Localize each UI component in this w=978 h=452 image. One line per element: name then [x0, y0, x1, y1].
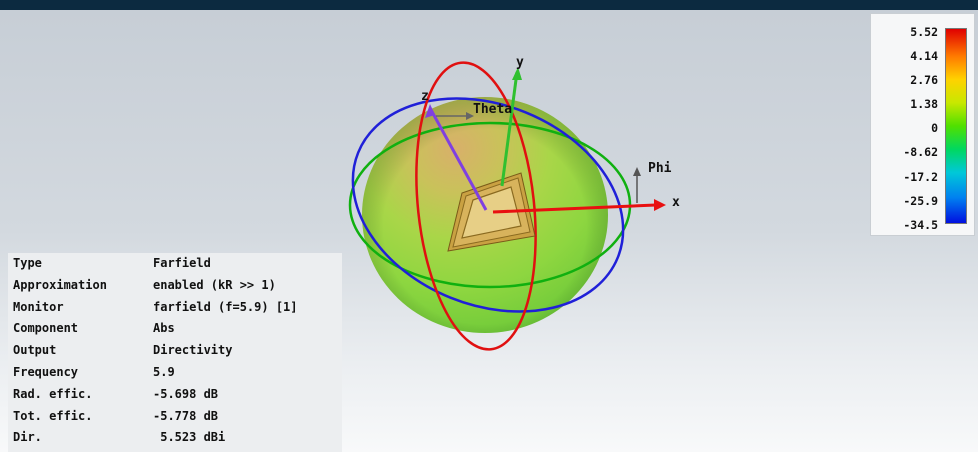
legend-value: -25.9 [878, 189, 938, 213]
info-key: Rad. effic. [13, 384, 92, 406]
legend-labels: 5.52 4.14 2.76 1.38 0 -8.62 -17.2 -25.9 … [878, 20, 938, 237]
info-row-dir: Dir. 5.523 dBi [8, 427, 342, 449]
info-row-monitor: Monitor farfield (f=5.9) [1] [8, 297, 342, 319]
legend-value: 1.38 [878, 92, 938, 116]
info-key: Monitor [13, 297, 64, 319]
color-gradient-bar [945, 28, 967, 224]
legend-value: 2.76 [878, 68, 938, 92]
info-row-type: Type Farfield [8, 253, 342, 275]
legend-value: -8.62 [878, 140, 938, 164]
info-key: Dir. [13, 427, 42, 449]
phi-arrow [633, 167, 641, 203]
info-row-component: Component Abs [8, 318, 342, 340]
info-value: enabled (kR >> 1) [153, 275, 276, 297]
legend-value: 4.14 [878, 44, 938, 68]
info-value: Directivity [153, 340, 232, 362]
farfield-info-panel: Type Farfield Approximation enabled (kR … [8, 253, 342, 452]
info-value: -5.778 dB [153, 406, 218, 428]
info-value: farfield (f=5.9) [1] [153, 297, 298, 319]
info-value: 5.9 [153, 362, 175, 384]
3d-viewport[interactable]: z y x Theta Phi 5.52 4.14 2.76 1.38 0 -8… [0, 10, 978, 452]
phi-label: Phi [648, 161, 672, 176]
info-value: Abs [153, 318, 175, 340]
info-value: Farfield [153, 253, 211, 275]
z-axis-label: z [421, 89, 429, 104]
info-key: Tot. effic. [13, 406, 92, 428]
info-key: Output [13, 340, 56, 362]
x-axis-label: x [672, 195, 680, 210]
theta-label: Theta [473, 102, 512, 117]
legend-value: 0 [878, 116, 938, 140]
legend-value: -17.2 [878, 165, 938, 189]
info-key: Component [13, 318, 78, 340]
info-value: 5.523 dBi [153, 427, 225, 449]
info-value: -5.698 dB [153, 384, 218, 406]
info-row-output: Output Directivity [8, 340, 342, 362]
title-bar [0, 0, 978, 10]
info-row-tot-effic: Tot. effic. -5.778 dB [8, 406, 342, 428]
y-axis-label: y [516, 55, 524, 70]
legend-value: 5.52 [878, 20, 938, 44]
color-scale-legend: 5.52 4.14 2.76 1.38 0 -8.62 -17.2 -25.9 … [870, 13, 975, 236]
info-row-approximation: Approximation enabled (kR >> 1) [8, 275, 342, 297]
info-key: Type [13, 253, 42, 275]
info-row-frequency: Frequency 5.9 [8, 362, 342, 384]
info-row-rad-effic: Rad. effic. -5.698 dB [8, 384, 342, 406]
info-key: Approximation [13, 275, 107, 297]
info-key: Frequency [13, 362, 78, 384]
legend-value: -34.5 [878, 213, 938, 237]
